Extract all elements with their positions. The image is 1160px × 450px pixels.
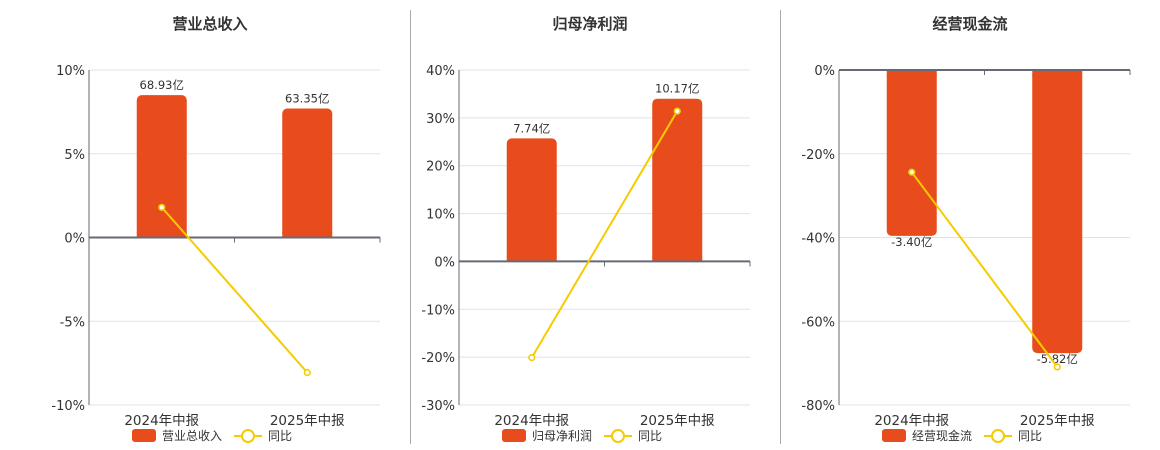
legend-cashflow[interactable]: 经营现金流 同比 bbox=[882, 427, 1042, 444]
y-tick-label: 10% bbox=[426, 208, 455, 223]
y-tick-label: 20% bbox=[426, 160, 455, 175]
bar-value-label: 68.93亿 bbox=[140, 78, 184, 92]
line-marker-icon bbox=[984, 429, 1013, 443]
y-tick-label: -5% bbox=[60, 315, 85, 330]
chart-panel-cashflow: 经营现金流 bbox=[780, 0, 1160, 450]
yoy-point[interactable] bbox=[158, 203, 166, 211]
yoy-point[interactable] bbox=[908, 168, 916, 176]
y-tick-label: 40% bbox=[426, 64, 455, 79]
bar[interactable] bbox=[652, 98, 703, 262]
y-tick-label: 10% bbox=[56, 64, 85, 79]
y-tick-label: -20% bbox=[801, 148, 835, 163]
x-category-label: 2024年中报 bbox=[124, 413, 199, 429]
chart-panel-revenue: 营业总收入 bbox=[20, 0, 400, 450]
y-tick-label: -10% bbox=[421, 303, 455, 318]
bar-value-label: -3.40亿 bbox=[891, 235, 932, 249]
y-tick-label: -10% bbox=[51, 399, 85, 414]
y-tick-label: -40% bbox=[801, 232, 835, 247]
y-tick-label: 0% bbox=[814, 64, 835, 79]
y-tick-label: -30% bbox=[421, 399, 455, 414]
x-category-label: 2025年中报 bbox=[640, 413, 715, 429]
y-tick-label: -20% bbox=[421, 351, 455, 366]
bar-value-label: 7.74亿 bbox=[513, 121, 550, 135]
legend-line-label: 同比 bbox=[638, 429, 663, 443]
legend-line-label: 同比 bbox=[268, 429, 293, 443]
y-tick-label: -60% bbox=[801, 315, 835, 330]
bar[interactable] bbox=[282, 108, 333, 238]
x-category-label: 2025年中报 bbox=[1020, 413, 1095, 429]
yoy-point[interactable] bbox=[1053, 363, 1061, 371]
bar-value-label: -5.82亿 bbox=[1037, 352, 1078, 366]
bar-value-label: 63.35亿 bbox=[285, 92, 329, 106]
legend-bar-label: 营业总收入 bbox=[162, 429, 223, 443]
bar-swatch-icon bbox=[502, 429, 526, 442]
bar-swatch-icon bbox=[132, 429, 156, 442]
chart-title: 归母净利润 bbox=[552, 15, 628, 33]
y-tick-label: 5% bbox=[64, 148, 85, 163]
chart-title: 经营现金流 bbox=[932, 15, 1008, 33]
yoy-point[interactable] bbox=[673, 107, 681, 115]
x-category-label: 2025年中报 bbox=[270, 413, 345, 429]
bar-swatch-icon bbox=[882, 429, 906, 442]
legend-revenue[interactable]: 营业总收入 同比 bbox=[132, 427, 292, 444]
y-tick-label: 0% bbox=[434, 255, 455, 270]
line-marker-icon bbox=[604, 429, 633, 443]
x-category-label: 2024年中报 bbox=[494, 413, 569, 429]
y-tick-label: -80% bbox=[801, 399, 835, 414]
y-tick-label: 0% bbox=[64, 232, 85, 247]
panel-divider bbox=[780, 10, 781, 444]
legend-bar-label: 归母净利润 bbox=[532, 429, 593, 443]
yoy-point[interactable] bbox=[528, 354, 536, 362]
legend-line-label: 同比 bbox=[1018, 429, 1043, 443]
bar[interactable] bbox=[1032, 70, 1083, 354]
chart-panel-net-profit: 归母净利润 bbox=[400, 0, 780, 450]
panel-divider bbox=[410, 10, 411, 444]
chart-title: 营业总收入 bbox=[172, 15, 248, 33]
legend-bar-label: 经营现金流 bbox=[912, 429, 973, 443]
bar[interactable] bbox=[136, 95, 187, 238]
bar[interactable] bbox=[506, 138, 557, 262]
bar-value-label: 10.17亿 bbox=[655, 82, 699, 96]
y-tick-label: 30% bbox=[426, 112, 455, 127]
x-category-label: 2024年中报 bbox=[874, 413, 949, 429]
line-marker-icon bbox=[234, 429, 263, 443]
yoy-point[interactable] bbox=[303, 368, 311, 377]
bar[interactable] bbox=[886, 70, 937, 236]
legend-net-profit[interactable]: 归母净利润 同比 bbox=[502, 427, 662, 444]
